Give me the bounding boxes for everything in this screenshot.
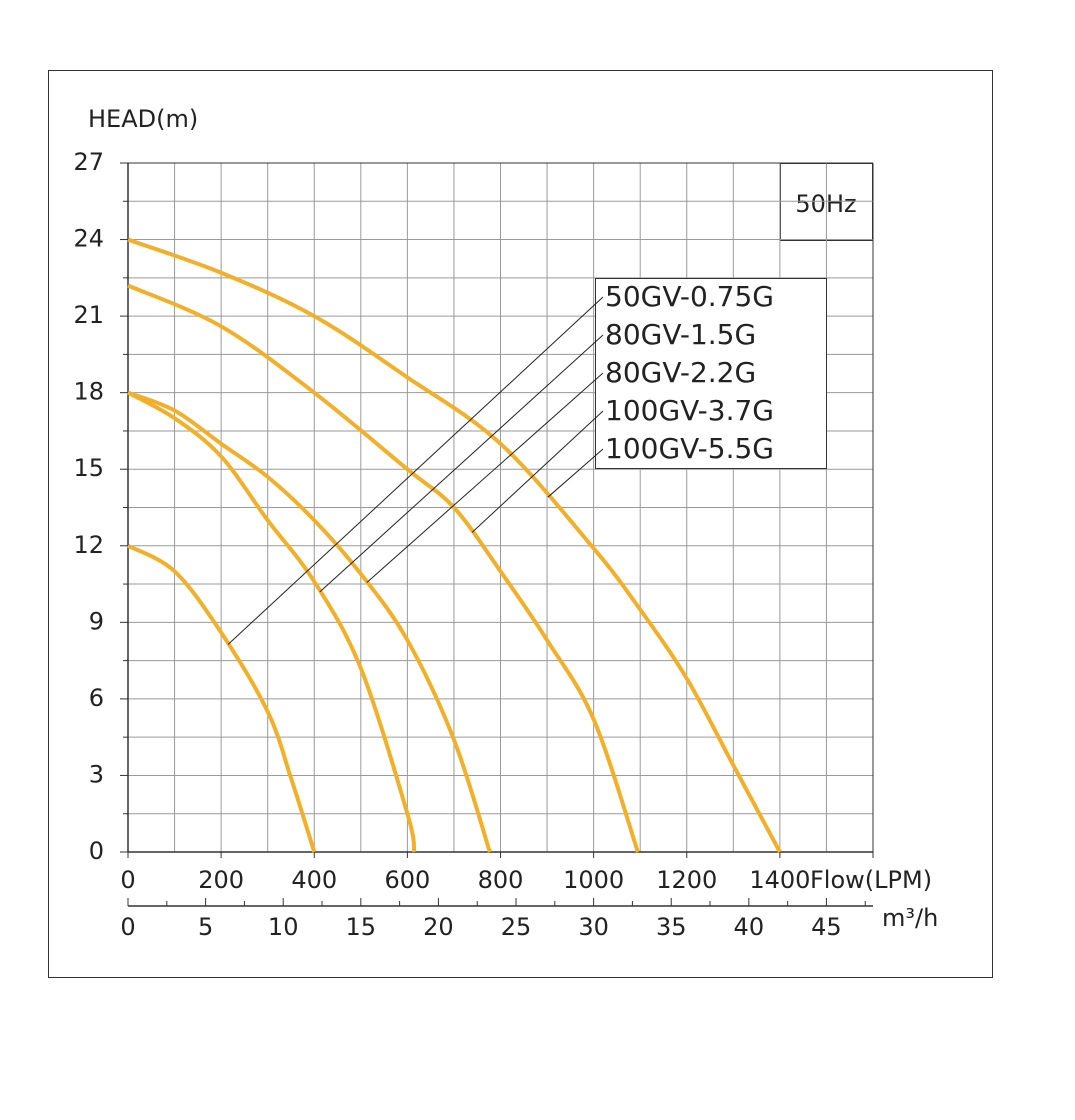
leader-line <box>547 448 604 498</box>
x-tick-label: 1200 <box>656 866 717 894</box>
pump-curve <box>127 390 417 853</box>
y-tick-label: 15 <box>73 454 104 482</box>
y-tick-label: 6 <box>89 684 104 712</box>
x2-tick-label: 10 <box>268 913 299 941</box>
legend-label: 80GV-1.5G <box>605 318 756 351</box>
leader-line <box>227 296 604 645</box>
x2-tick-label: 5 <box>198 913 213 941</box>
leader-line <box>366 372 604 583</box>
y-tick-label: 0 <box>89 837 104 865</box>
x2-axis-label: m³/h <box>882 904 938 932</box>
legend-label: 80GV-2.2G <box>605 356 756 389</box>
x-tick-label: 1400 <box>749 866 810 894</box>
pump-curve <box>127 283 640 853</box>
y-tick-label: 9 <box>89 607 104 635</box>
pump-curve <box>127 543 317 853</box>
x-tick-label: 1000 <box>563 866 624 894</box>
x2-tick-label: 0 <box>120 913 135 941</box>
x-tick-label: 400 <box>291 866 337 894</box>
x2-tick-label: 25 <box>501 913 532 941</box>
legend-label: 100GV-3.7G <box>605 394 774 427</box>
grid <box>127 162 873 853</box>
x-tick-label: 600 <box>384 866 430 894</box>
legend-label: 50GV-0.75G <box>605 280 774 313</box>
y-tick-label: 12 <box>73 531 104 559</box>
x2-tick-label: 20 <box>423 913 454 941</box>
x-axis-label: Flow(LPM) <box>810 866 932 894</box>
y-tick-label: 24 <box>73 225 104 253</box>
x-tick-label: 200 <box>198 866 244 894</box>
pump-curve <box>127 237 782 853</box>
leader-line <box>471 410 604 533</box>
y-tick-label: 18 <box>73 378 104 406</box>
x-tick-label: 800 <box>478 866 524 894</box>
legend-box <box>595 278 827 469</box>
y-tick-label: 3 <box>89 760 104 788</box>
x2-tick-label: 40 <box>734 913 765 941</box>
x2-tick-label: 30 <box>578 913 609 941</box>
legend-label: 100GV-5.5G <box>605 432 774 465</box>
y-tick-label: 27 <box>73 148 104 176</box>
y-axis-label: HEAD(m) <box>88 105 198 133</box>
x2-tick-label: 45 <box>811 913 842 941</box>
x-tick-label: 0 <box>120 866 135 894</box>
x2-tick-label: 15 <box>346 913 377 941</box>
leader-line <box>319 334 604 593</box>
pump-curve <box>127 390 492 853</box>
x2-tick-label: 35 <box>656 913 687 941</box>
frame <box>48 70 993 978</box>
y-tick-label: 21 <box>73 301 104 329</box>
